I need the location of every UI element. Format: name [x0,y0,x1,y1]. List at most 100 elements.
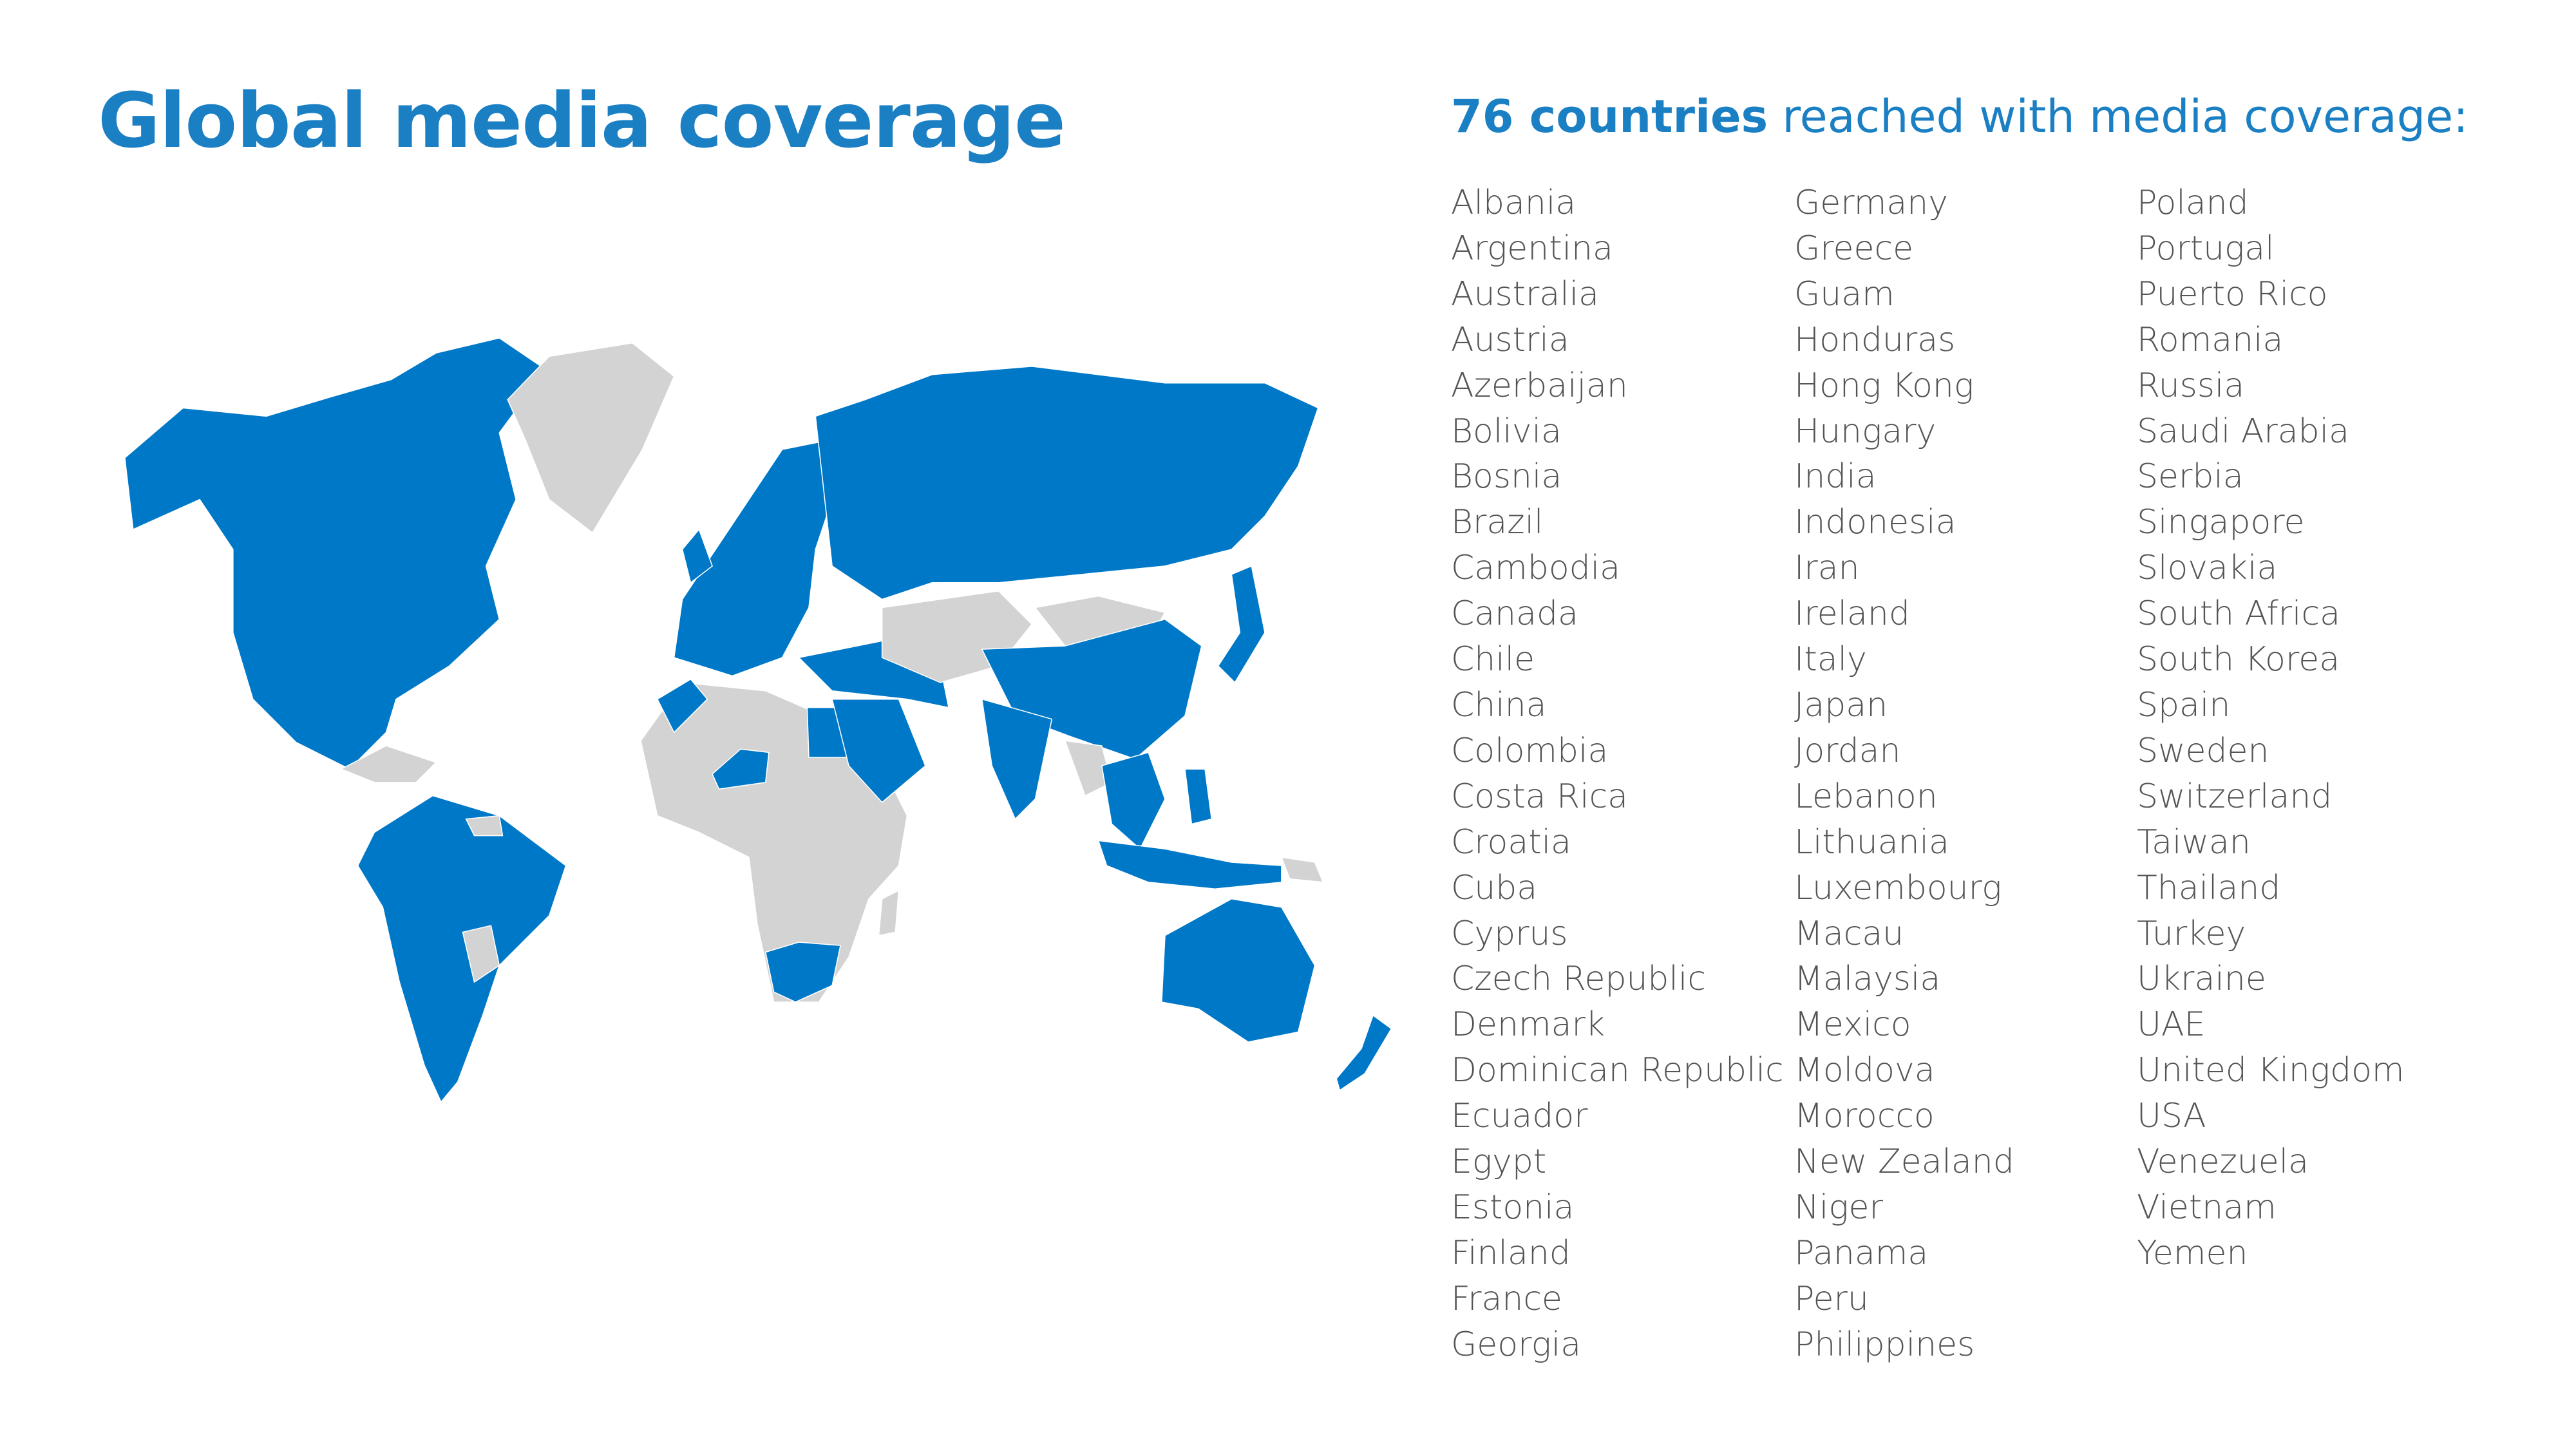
subtitle-highlight: 76 countries [1451,90,1768,143]
region-new-zealand [1336,1014,1392,1092]
title: Global media coverage [98,76,1066,165]
country-name: Singapore [2137,503,2305,542]
country-name: Hungary [1794,412,1937,451]
country-name: Argentina [1451,229,1613,268]
country-name: Luxembourg [1794,868,2002,907]
country-name: Philippines [1794,1325,1975,1364]
region-south-africa [764,942,841,1003]
country-name: Mexico [1794,1005,1911,1045]
country-name: United Kingdom [2137,1051,2405,1090]
country-name: South Korea [2137,640,2340,679]
country-name: Poland [2137,184,2249,222]
region-central-america [339,745,437,783]
country-name: Bolivia [1451,412,1562,451]
region-australia [1161,898,1316,1043]
country-column: Poland Portugal Puerto Rico Romania Russia Sa… [2137,180,2405,1276]
country-name: Jordan [1794,731,1901,770]
country-name: Thailand [2137,868,2281,907]
region-africa [640,682,908,1003]
country-name: Azerbaijan [1451,366,1628,405]
country-name: Yemen [2137,1233,2248,1273]
region-north-america [124,337,547,770]
country-name: Chile [1451,640,1535,679]
country-name: Switzerland [2137,777,2333,816]
country-name: Georgia [1451,1325,1582,1364]
country-name: Romania [2137,320,2284,359]
country-name: Puerto Rico [2137,274,2328,314]
country-name: Egypt [1451,1142,1547,1182]
world-map [124,337,1392,1103]
subtitle: 76 countries reached with media coverage… [1451,90,2468,143]
country-name: Bosnia [1451,457,1562,497]
country-name: Venezuela [2137,1142,2309,1182]
country-name: Portugal [2137,229,2275,268]
country-name: Macau [1794,914,1904,953]
country-name: New Zealand [1794,1142,2014,1182]
country-name: France [1451,1279,1562,1318]
country-name: Italy [1794,640,1867,679]
region-morocco [656,678,708,734]
country-name: Ecuador [1451,1097,1588,1136]
country-name: South Africa [2137,594,2340,634]
country-name: Germany [1794,184,1949,222]
country-name: Serbia [2137,457,2244,497]
country-name: Saudi Arabia [2137,412,2349,451]
country-name: Czech Republic [1451,960,1706,999]
country-name: Denmark [1451,1005,1605,1045]
country-name: India [1794,457,1877,497]
country-name: Brazil [1451,503,1544,542]
country-name: Australia [1451,274,1600,314]
country-name: Peru [1794,1279,1869,1318]
subtitle-text: reached with media coverage: [1782,90,2468,143]
region-saudi [831,698,926,803]
country-name: Cambodia [1451,549,1620,588]
country-name: Estonia [1451,1188,1575,1227]
country-name: Niger [1794,1188,1883,1227]
country-name: China [1451,685,1547,724]
country-name: Russia [2137,366,2245,405]
country-column: Germany Greece Guam Honduras Hong Kong Hungar… [1794,180,2014,1368]
region-paraguay [462,925,500,983]
country-name: Moldova [1794,1051,1935,1090]
country-name: Hong Kong [1794,366,1975,405]
country-name: Ireland [1794,594,1910,634]
region-se-asia [1101,752,1166,850]
country-name: Japan [1794,685,1888,724]
country-name: Dominican Republic [1451,1051,1784,1090]
country-name: Guam [1794,274,1895,314]
country-column: Albania Argentina Australia Austria Azerbaij… [1451,180,1784,1368]
country-name: Austria [1451,320,1569,359]
country-name: Spain [2137,685,2231,724]
region-uk [681,528,713,584]
region-philippines [1184,768,1213,825]
country-name: Indonesia [1794,503,1956,542]
country-name: Canada [1451,594,1578,634]
country-name: Taiwan [2137,822,2251,862]
region-japan [1217,565,1265,684]
country-name: Ukraine [2137,960,2266,999]
country-name: Honduras [1794,320,1956,359]
country-name: Iran [1794,549,1860,588]
country-name: Sweden [2137,731,2269,770]
region-madagascar [878,889,900,936]
country-name: Finland [1451,1233,1571,1273]
region-indonesia [1097,840,1282,890]
country-name: Slovakia [2137,549,2278,588]
country-name: Costa Rica [1451,777,1629,816]
region-south-america [357,795,567,1103]
region-russia [815,366,1319,600]
country-name: Lithuania [1794,822,1949,862]
country-name: Malaysia [1794,960,1941,999]
country-name: Albania [1451,184,1577,222]
country-name: Lebanon [1794,777,1938,816]
country-name: Turkey [2137,914,2246,953]
country-name: Vietnam [2137,1188,2277,1227]
region-png [1280,857,1324,883]
country-name: USA [2137,1097,2206,1136]
country-name: Panama [1794,1233,1929,1273]
region-guyana [465,815,504,837]
country-name: Cuba [1451,868,1538,907]
country-name: Cyprus [1451,914,1568,953]
country-name: UAE [2137,1005,2206,1045]
